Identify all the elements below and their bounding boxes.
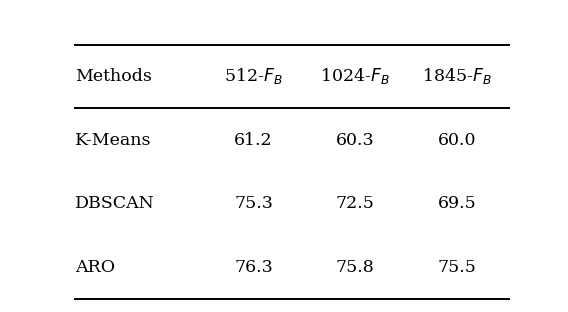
Text: 72.5: 72.5: [336, 195, 374, 212]
Text: 1024-$\mathit{F_B}$: 1024-$\mathit{F_B}$: [320, 66, 390, 86]
Text: ARO: ARO: [76, 259, 115, 276]
Text: K-Means: K-Means: [76, 132, 152, 149]
Text: 76.3: 76.3: [235, 259, 273, 276]
Text: 512-$\mathit{F_B}$: 512-$\mathit{F_B}$: [224, 66, 283, 86]
Text: 60.3: 60.3: [336, 132, 374, 149]
Text: 75.5: 75.5: [438, 259, 477, 276]
Text: 75.3: 75.3: [234, 195, 273, 212]
Text: 61.2: 61.2: [235, 132, 273, 149]
Text: DBSCAN: DBSCAN: [76, 195, 155, 212]
Text: 75.8: 75.8: [336, 259, 374, 276]
Text: 60.0: 60.0: [438, 132, 477, 149]
Text: 69.5: 69.5: [438, 195, 477, 212]
Text: Methods: Methods: [76, 68, 152, 85]
Text: 1845-$\mathit{F_B}$: 1845-$\mathit{F_B}$: [423, 66, 492, 86]
